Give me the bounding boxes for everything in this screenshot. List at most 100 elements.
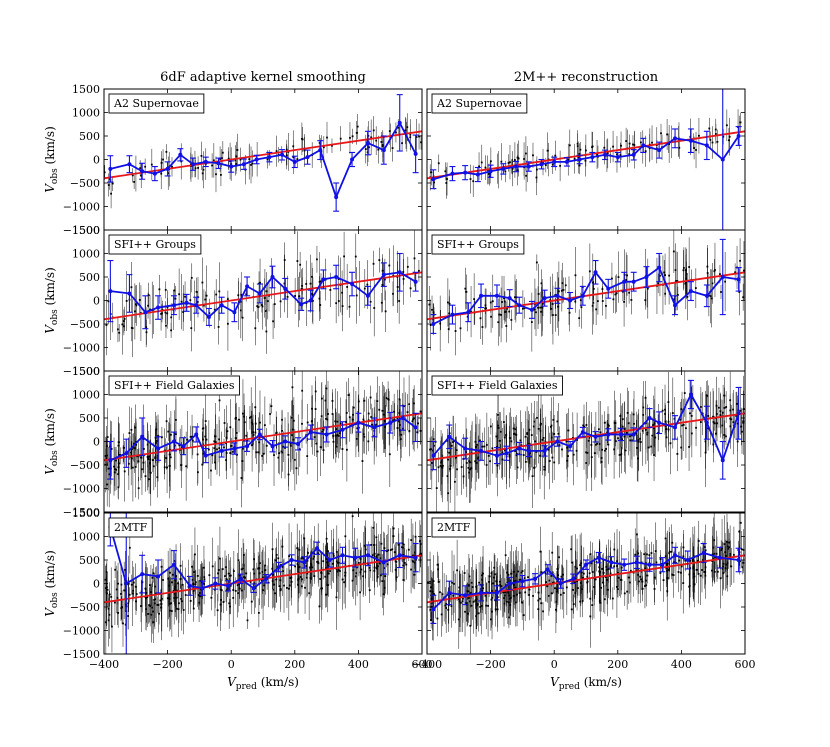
raw-point — [619, 154, 622, 157]
raw-point — [318, 280, 321, 283]
raw-point — [544, 447, 547, 449]
raw-point — [190, 163, 192, 166]
raw-point — [197, 167, 199, 169]
fit-line — [104, 130, 422, 180]
raw-point — [682, 546, 685, 549]
raw-point — [322, 146, 325, 149]
raw-point — [309, 282, 312, 285]
raw-point — [597, 300, 599, 303]
raw-point — [400, 433, 403, 436]
raw-point — [571, 561, 573, 564]
raw-point — [130, 451, 132, 454]
raw-point — [738, 291, 741, 293]
raw-point — [528, 588, 531, 591]
binned-point — [276, 565, 281, 570]
raw-point — [551, 581, 554, 584]
raw-point — [439, 591, 441, 594]
raw-point — [628, 291, 631, 294]
binned-point — [688, 392, 693, 397]
raw-point — [592, 301, 595, 304]
raw-point — [242, 554, 245, 556]
raw-point — [668, 143, 671, 145]
raw-point — [351, 515, 354, 518]
raw-point — [533, 466, 535, 469]
raw-point — [578, 152, 581, 155]
raw-point — [497, 424, 500, 427]
raw-point — [106, 436, 109, 438]
raw-point — [516, 466, 519, 469]
raw-point — [167, 577, 170, 580]
raw-point — [239, 158, 242, 161]
raw-point — [120, 593, 122, 595]
raw-point — [685, 273, 688, 275]
panel-label-text: SFI++ Field Galaxies — [437, 379, 558, 392]
raw-point — [682, 269, 685, 272]
raw-point — [124, 623, 127, 626]
raw-point — [607, 423, 609, 426]
raw-point — [311, 294, 314, 297]
raw-point — [612, 145, 614, 148]
raw-point — [279, 589, 282, 592]
raw-point — [283, 259, 286, 261]
raw-point — [341, 305, 344, 308]
raw-point — [577, 156, 580, 159]
raw-point — [355, 294, 358, 297]
raw-point — [281, 565, 284, 568]
raw-point — [645, 579, 647, 582]
raw-point — [484, 166, 487, 169]
raw-point — [375, 555, 378, 558]
raw-point — [522, 614, 525, 617]
raw-point — [713, 570, 716, 573]
raw-point — [591, 146, 593, 149]
raw-point — [554, 587, 556, 590]
raw-point — [593, 452, 596, 455]
raw-point — [356, 427, 359, 430]
raw-point — [579, 600, 582, 603]
raw-point — [296, 158, 299, 161]
raw-point — [527, 442, 530, 445]
raw-point — [306, 421, 309, 424]
y-tick-label: 1000 — [72, 389, 100, 402]
raw-point — [339, 570, 341, 572]
raw-point — [672, 574, 675, 576]
binned-point — [270, 275, 275, 279]
raw-point — [691, 558, 694, 561]
raw-point — [541, 306, 544, 309]
binned-point — [657, 265, 662, 270]
raw-point — [303, 537, 306, 540]
binned-series — [107, 513, 419, 654]
raw-point — [660, 132, 662, 135]
raw-point — [429, 324, 432, 326]
raw-point — [562, 289, 565, 291]
raw-point — [381, 284, 384, 286]
binned-point — [555, 439, 560, 444]
raw-point — [682, 423, 685, 426]
raw-point — [550, 425, 552, 428]
raw-point — [271, 567, 274, 570]
raw-point — [406, 411, 409, 414]
raw-point — [415, 136, 418, 138]
raw-point — [264, 569, 267, 572]
raw-point — [712, 421, 715, 423]
raw-point — [630, 434, 633, 437]
raw-point — [436, 617, 439, 620]
raw-point — [711, 141, 714, 144]
raw-point — [448, 302, 451, 305]
raw-point — [320, 280, 322, 283]
raw-point — [337, 561, 340, 564]
raw-point — [389, 549, 392, 551]
raw-point — [504, 594, 506, 597]
raw-point — [111, 182, 114, 185]
raw-point — [232, 597, 235, 599]
raw-point — [171, 165, 173, 168]
raw-point — [506, 307, 508, 310]
raw-point — [635, 569, 638, 572]
raw-point — [530, 321, 533, 323]
raw-point — [584, 149, 587, 152]
raw-point — [505, 600, 508, 603]
raw-point — [167, 597, 170, 600]
raw-point — [123, 317, 126, 320]
raw-point — [334, 434, 337, 437]
raw-point — [372, 129, 375, 132]
